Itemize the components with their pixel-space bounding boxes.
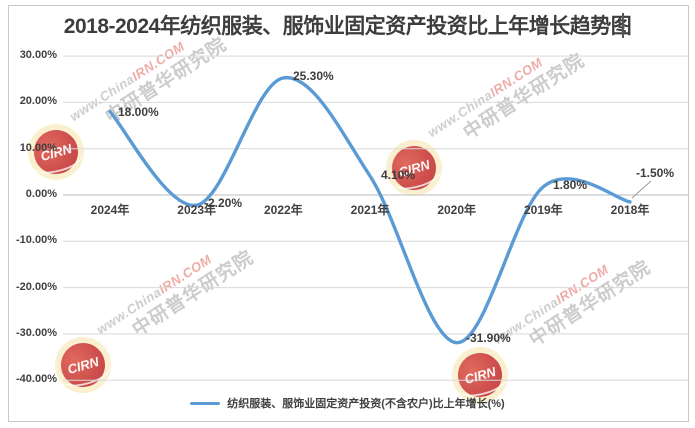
legend-label: 纺织服装、服饰业固定资产投资(不含农户)比上年增长(%) bbox=[227, 398, 505, 410]
x-axis-label: 2019年 bbox=[523, 203, 563, 217]
y-tick-label: 10.00% bbox=[19, 141, 57, 154]
y-tick-label: -30.00% bbox=[16, 326, 57, 339]
y-tick-label: -20.00% bbox=[16, 280, 57, 293]
x-axis-label: 2023年 bbox=[177, 203, 216, 217]
data-label-leader-line bbox=[631, 180, 652, 199]
legend-line-swatch bbox=[190, 401, 221, 405]
chart-border bbox=[8, 5, 689, 422]
data-label: -31.90% bbox=[466, 331, 511, 345]
data-label: 1.80% bbox=[553, 178, 588, 192]
chart-title: 2018-2024年纺织服装、服饰业固定资产投资比上年增长趋势图 bbox=[63, 15, 632, 38]
y-tick-label: -10.00% bbox=[16, 234, 57, 247]
y-tick-label: 30.00% bbox=[19, 49, 57, 62]
data-label: 18.00% bbox=[118, 105, 159, 119]
y-tick-label: 20.00% bbox=[19, 95, 57, 108]
data-label: 4.10% bbox=[381, 168, 416, 182]
y-tick-label: 0.00% bbox=[25, 188, 57, 200]
data-label: 25.30% bbox=[293, 69, 334, 83]
x-axis-label: 2018年 bbox=[610, 203, 650, 217]
x-axis-label: 2021年 bbox=[350, 203, 390, 217]
legend: 纺织服装、服饰业固定资产投资(不含农户)比上年增长(%) bbox=[0, 395, 695, 411]
x-axis-label: 2020年 bbox=[437, 203, 477, 217]
y-tick-label: -40.00% bbox=[16, 373, 57, 386]
data-label: -2.20% bbox=[204, 196, 243, 210]
x-axis-label: 2024年 bbox=[90, 203, 130, 217]
x-axis-label: 2022年 bbox=[263, 203, 303, 217]
series-line bbox=[108, 76, 632, 345]
text-cursor bbox=[622, 13, 624, 38]
data-label: -1.50% bbox=[636, 166, 675, 180]
